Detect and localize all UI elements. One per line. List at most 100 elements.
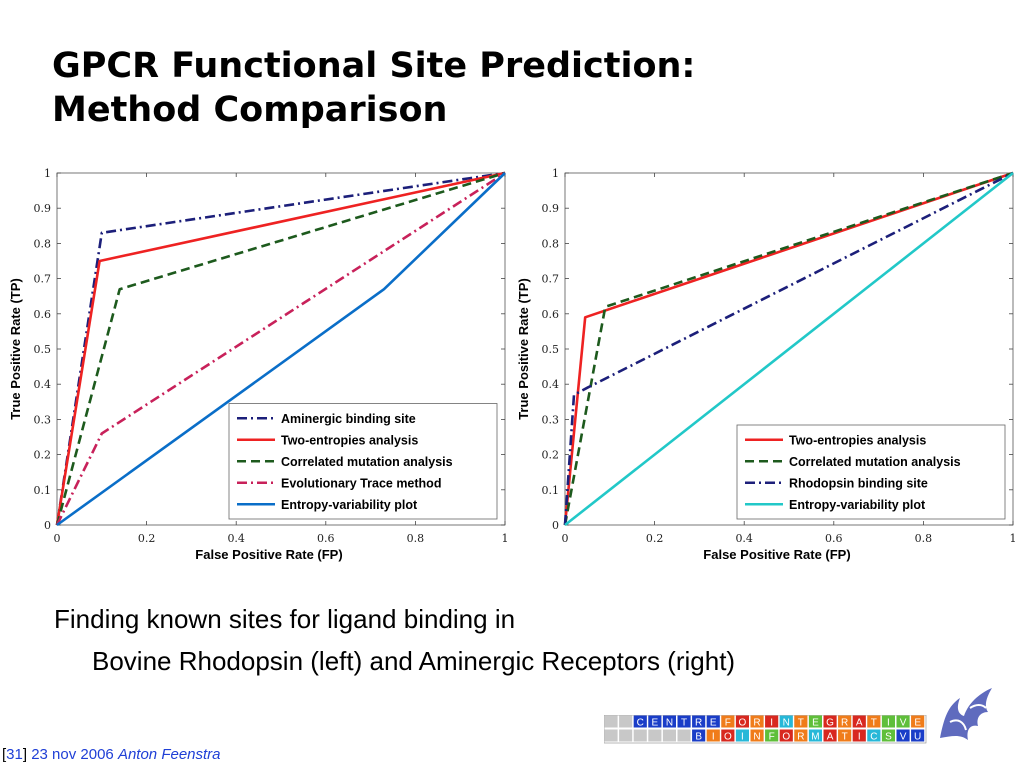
roc-chart-right: 0 0.2 0.4 0.6 0.8 1 0 0.1 0.2 0.3 0.4 0.5 0.6 0.7 0.8 0…: [516, 167, 1017, 562]
chart2-legend-label: Entropy-variability plot: [789, 498, 926, 512]
chart1-legend-label: Correlated mutation analysis: [281, 455, 453, 469]
chart1-y-tick-label: 1: [44, 167, 51, 180]
logo-letter: C: [870, 732, 877, 743]
chart2-legend-label: Correlated mutation analysis: [789, 455, 961, 469]
chart2-y-tick-label: 0.7: [542, 273, 560, 286]
logo-letter-cell: [852, 715, 866, 728]
logo-letter: T: [681, 718, 687, 729]
logo-letter-cell: [735, 729, 749, 742]
chart2-series-line: [563, 171, 1014, 526]
footer-bracket-close: ]: [22, 746, 28, 763]
logo-letter-cell: [794, 715, 808, 728]
chart1-series-line: [55, 171, 506, 526]
logo-letter: U: [914, 732, 921, 743]
chart1-series-line: [56, 172, 506, 527]
logo-letter: G: [826, 718, 834, 729]
chart1-x-axis-label: False Positive Rate (FP): [195, 547, 342, 562]
logo-cell: [619, 729, 633, 742]
logo-letter-cell: [735, 715, 749, 728]
logo-letter: R: [797, 732, 804, 743]
footer-bracket-open: [: [2, 746, 7, 763]
university-griffin-emblem-icon: [940, 688, 992, 740]
logo-cell: [604, 715, 618, 728]
slide-caption: Finding known sites for ligand binding i…: [54, 598, 735, 682]
logo-letter: I: [741, 732, 744, 743]
chart1-series-line: [55, 171, 506, 526]
logo-letter-cell: [911, 729, 925, 742]
logo-letter-cell: [662, 715, 676, 728]
logo-letter: E: [710, 718, 717, 729]
logo-letter-cell: [677, 715, 691, 728]
logo-letter: I: [887, 718, 890, 729]
logo-letter: S: [885, 732, 892, 743]
logo-letter-cell: [881, 729, 895, 742]
chart2-y-tick-label: 0.4: [542, 378, 560, 391]
logo-letter-cell: [823, 729, 837, 742]
footer-author: Anton Feenstra: [117, 746, 221, 763]
logo-letter: I: [712, 732, 715, 743]
logo-cell: [619, 715, 633, 728]
logo-letter-cell: [823, 715, 837, 728]
chart1-series-line: [55, 171, 506, 526]
logo-letter-cell: [765, 729, 779, 742]
chart1-y-tick-label: 0.6: [34, 308, 52, 321]
logo-letter-cell: [911, 715, 925, 728]
chart1-x-tick-label: 0.2: [138, 532, 156, 545]
logo-letter: A: [827, 732, 834, 743]
logo-letter-cell: [765, 715, 779, 728]
chart2-x-tick-label: 0.6: [825, 532, 843, 545]
logo-letter-cell: [633, 715, 647, 728]
chart1-legend-label: Evolutionary Trace method: [281, 476, 441, 490]
page-number: 31: [6, 746, 23, 763]
logo-letter-cell: [721, 729, 735, 742]
logo-letter: T: [798, 718, 804, 729]
chart2-x-axis-label: False Positive Rate (FP): [703, 547, 850, 562]
chart1-y-tick-label: 0.3: [34, 413, 52, 426]
chart1-legend-label: Two-entropies analysis: [281, 433, 418, 447]
chart2-y-tick-label: 0.8: [542, 237, 560, 250]
chart2-x-tick-label: 1: [1010, 532, 1017, 545]
caption-line-2: Bovine Rhodopsin (left) and Aminergic Re…: [92, 646, 736, 676]
logo-letter-cell: [779, 715, 793, 728]
logo-letter: F: [769, 732, 775, 743]
chart1-series-line: [55, 171, 506, 526]
chart1-legend-label: Aminergic binding site: [281, 412, 416, 426]
logo-letter: N: [666, 718, 673, 729]
logo-letter: V: [900, 732, 907, 743]
chart2-x-tick-label: 0.8: [915, 532, 933, 545]
logo-letter: E: [652, 718, 659, 729]
chart2-y-tick-label: 0.3: [542, 413, 560, 426]
chart2-x-tick-label: 0: [562, 532, 569, 545]
logo-letter: O: [724, 732, 732, 743]
chart1-y-tick-label: 0.5: [34, 343, 52, 356]
logo-letter: R: [753, 718, 760, 729]
logo-letter-cell: [896, 729, 910, 742]
logo-cell: [633, 729, 647, 742]
chart2-series-line: [563, 171, 1014, 526]
chart1-y-tick-label: 0.1: [34, 484, 52, 497]
logo-cell: [677, 729, 691, 742]
logo-letter: A: [856, 718, 863, 729]
logo-letter: T: [871, 718, 877, 729]
chart1-y-axis-label: True Positive Rate (TP): [8, 278, 23, 420]
slide-footer: [31] 23 nov 2006 Anton Feenstra: [2, 746, 221, 763]
logo-letter-cell: [867, 715, 881, 728]
logo-letter: R: [841, 718, 848, 729]
chart1-legend-label: Entropy-variability plot: [281, 498, 418, 512]
logo-letter-cell: [706, 729, 720, 742]
chart2-x-tick-label: 0.2: [646, 532, 664, 545]
logo-letter: T: [842, 732, 848, 743]
chart2-y-tick-label: 1: [552, 167, 559, 180]
slide-title-line-1: GPCR Functional Site Prediction:: [52, 46, 696, 86]
chart1-y-tick-label: 0.9: [34, 202, 52, 215]
chart2-series-line: [564, 171, 1014, 527]
centre-integrative-bioinformatics-logo: C E N T R E F O R I N T E G R A T I V EB I O I N F O R M A T I C S V U: [604, 715, 927, 744]
chart1-x-tick-label: 1: [502, 532, 509, 545]
chart1-y-tick-label: 0: [44, 519, 51, 532]
chart1-x-tick-label: 0: [54, 532, 61, 545]
logo-letter-cell: [881, 715, 895, 728]
logo-letter: N: [783, 718, 790, 729]
logo-letter: E: [812, 718, 819, 729]
logo-letter-cell: [896, 715, 910, 728]
slide-title: GPCR Functional Site Prediction: Method …: [52, 44, 695, 132]
